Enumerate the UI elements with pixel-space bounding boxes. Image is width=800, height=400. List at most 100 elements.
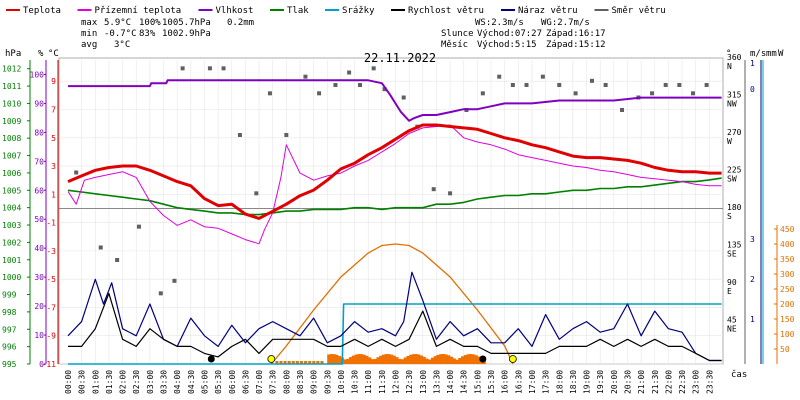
winddir-point xyxy=(136,224,141,229)
tick-label-solar: 200 xyxy=(780,300,795,309)
tick-label-temp: 5 xyxy=(51,134,56,143)
rain-bar xyxy=(430,357,434,364)
tick-label-pressure: 1012 xyxy=(2,65,21,74)
tick-label-time: 19:30 xyxy=(596,370,605,394)
tick-label-time: 12:00 xyxy=(392,370,401,394)
rain-bar xyxy=(365,355,369,364)
tick-label-time: 00:00 xyxy=(64,370,73,394)
winddir-point xyxy=(371,66,376,71)
tick-label-time: 09:30 xyxy=(323,370,332,394)
rain-bar xyxy=(439,354,443,364)
tick-label-pressure: 1011 xyxy=(2,82,21,91)
tick-label-time: 07:00 xyxy=(255,370,264,394)
tick-label-solar: 100 xyxy=(780,330,795,339)
tick-label-solar: 300 xyxy=(780,270,795,279)
tick-label-temp: -9 xyxy=(46,332,56,341)
rain-bar xyxy=(390,354,394,364)
tick-label-winddir: 180 xyxy=(727,203,742,212)
rain-bar xyxy=(295,361,299,364)
unit-ms: m/s xyxy=(750,49,766,59)
winddir-point xyxy=(267,91,272,96)
series-line-pressure xyxy=(67,177,722,216)
tick-label-humidity: 80 xyxy=(34,128,44,137)
tick-label-pressure: 1007 xyxy=(2,152,21,161)
rain-bar xyxy=(403,357,407,364)
tick-label-time: 22:00 xyxy=(664,370,673,394)
stats-moon-set: Západ:15:12 xyxy=(546,40,606,50)
stats-block: max 5.9°C 100% 1005.7hPa 0.2mm min -0.7°… xyxy=(81,18,606,50)
rain-bar xyxy=(299,361,303,364)
rain-bar xyxy=(452,358,456,364)
tick-label-winddir-compass: N xyxy=(727,62,732,71)
tick-label-wind: 2 xyxy=(750,275,755,284)
tick-label-pressure: 996 xyxy=(2,343,17,352)
winddir-point xyxy=(540,74,545,79)
stats-min-press: 1002.9hPa xyxy=(162,29,211,39)
tick-label-pressure: 1002 xyxy=(2,238,21,247)
rain-bar xyxy=(320,361,324,364)
tick-label-solar: 450 xyxy=(780,225,795,234)
stats-max-hum: 100% xyxy=(139,18,161,28)
rain-bar xyxy=(384,354,388,364)
tick-label-winddir: 360 xyxy=(727,53,742,62)
rain-bar xyxy=(471,354,475,364)
tick-label-pressure: 1000 xyxy=(2,273,21,282)
legend-label: Rychlost větru xyxy=(408,6,484,16)
tick-label-time: 03:30 xyxy=(160,370,169,394)
stats-wg: WG:2.7m/s xyxy=(541,18,590,28)
unit-degc: °C xyxy=(48,49,59,59)
series-line-humidity xyxy=(68,79,722,122)
tick-label-time: 08:00 xyxy=(282,370,291,394)
rain-bar xyxy=(455,359,459,364)
legend-label: Směr větru xyxy=(612,6,666,16)
unit-cas: čas xyxy=(731,369,747,380)
tick-label-pressure: 997 xyxy=(2,325,17,334)
rain-bar xyxy=(433,356,437,364)
tick-label-humidity: 90 xyxy=(34,99,44,108)
tick-label-temp: -5 xyxy=(46,275,56,284)
rain-bar xyxy=(463,355,467,364)
winddir-point xyxy=(663,83,668,87)
tick-label-humidity: 0 xyxy=(39,360,44,369)
tick-label-time: 20:30 xyxy=(623,370,632,394)
tick-label-pressure: 1003 xyxy=(2,221,21,230)
tick-label-winddir-compass: E xyxy=(727,287,732,296)
stats-avg-temp: 3°C xyxy=(114,40,130,50)
tick-label-time: 17:00 xyxy=(528,370,537,394)
tick-label-time: 04:30 xyxy=(187,370,196,394)
tick-label-temp: 7 xyxy=(51,105,56,114)
tick-label-time: 12:30 xyxy=(405,370,414,394)
winddir-point xyxy=(382,87,387,92)
rain-bar xyxy=(283,361,287,364)
rain-bar xyxy=(422,356,426,364)
tick-label-temp: 1 xyxy=(51,190,56,199)
rain-bar xyxy=(291,361,295,364)
unit-deg: ° xyxy=(726,49,731,59)
tick-label-time: 04:00 xyxy=(173,370,182,394)
rain-bar xyxy=(450,356,454,364)
legend-label: Srážky xyxy=(342,6,375,16)
tick-label-humidity: 20 xyxy=(34,302,44,311)
plot-area xyxy=(58,57,724,365)
rain-bar xyxy=(428,359,432,364)
tick-label-wind: 1 xyxy=(750,315,755,324)
tick-label-time: 20:00 xyxy=(610,370,619,394)
rain-bar xyxy=(436,354,440,364)
tick-label-winddir-compass: NW xyxy=(727,100,737,109)
unit-mm: mm xyxy=(766,49,777,59)
stats-moon-rise: Východ:5:15 xyxy=(477,40,537,50)
rain-bar xyxy=(362,354,366,364)
tick-label-temp: -7 xyxy=(46,303,56,312)
winddir-point xyxy=(524,83,529,87)
tick-label-time: 15:30 xyxy=(487,370,496,394)
tick-label-wind: 0 xyxy=(750,85,755,94)
rain-bar xyxy=(441,354,445,364)
tick-label-humidity: 10 xyxy=(34,331,44,340)
winddir-point xyxy=(620,108,625,112)
legend: Teplota Přízemní teplota Vlhkost Tlak Srážky… xyxy=(6,6,666,16)
tick-label-time: 02:30 xyxy=(132,370,141,394)
tick-label-humidity: 50 xyxy=(34,215,44,224)
tick-label-time: 00:30 xyxy=(78,370,87,394)
rain-bar xyxy=(346,358,350,364)
